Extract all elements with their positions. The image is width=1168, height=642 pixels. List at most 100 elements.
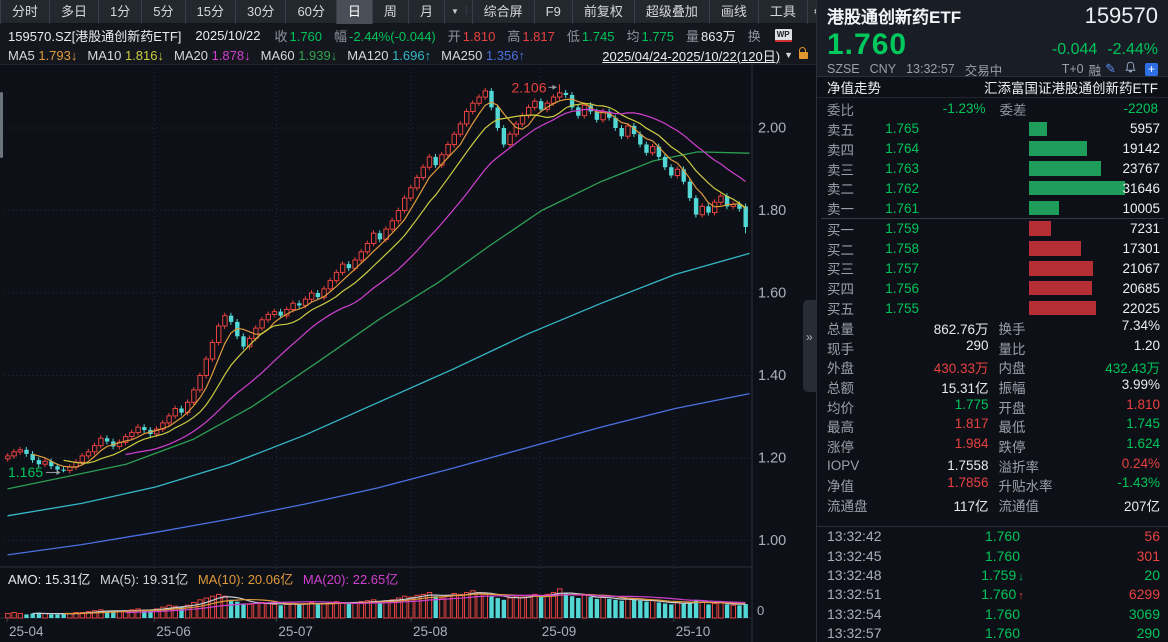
stats-row: 涨停 1.984 跌停 1.624 — [817, 436, 1168, 456]
iopv-row: 流通盘 117亿 流通值 207亿 — [817, 495, 1168, 515]
security-code: 159570 — [1084, 3, 1158, 28]
depth-price: 1.756 — [885, 280, 919, 296]
price-ma-lines — [32, 98, 746, 468]
depth-label: 买五 — [827, 302, 854, 318]
toolbar-button-工具[interactable]: 工具 — [759, 0, 808, 24]
depth-price: 1.765 — [885, 121, 919, 137]
amo-ma20-label: MA(20): 22.65亿 — [302, 572, 399, 587]
stat-value: 1.20 — [1133, 337, 1160, 353]
quote-field-幅: 幅 -2.44%(-0.044) — [334, 26, 436, 45]
period-tab-30分[interactable]: 30分 — [236, 0, 287, 24]
depth-qty: 21067 — [1122, 260, 1160, 276]
weibi-label: 委比 — [827, 102, 854, 118]
svg-text:25-06: 25-06 — [156, 624, 191, 639]
field-label: 低 — [566, 28, 580, 44]
period-tab-日[interactable]: 日 — [336, 0, 373, 24]
order-book-row-卖二[interactable]: 卖二 1.762 31646 — [817, 178, 1168, 198]
nav-fund-row: 净值走势 汇添富国证港股通创新药ETF — [817, 77, 1168, 98]
ma-label: MA60 — [260, 47, 299, 63]
depth-qty: 17301 — [1122, 241, 1160, 257]
period-dropdown-icon[interactable]: ▼ — [450, 7, 459, 16]
stat-label: 开盘 — [998, 400, 1026, 416]
period-tab-周[interactable]: 周 — [373, 0, 409, 24]
svg-text:1.60: 1.60 — [758, 286, 786, 302]
tick-row: 13:32:45 1.760 301 — [817, 546, 1168, 565]
stat-label: 涨停 — [827, 439, 854, 455]
tick-qty: 301 — [1136, 547, 1160, 564]
stat-value: 862.76万 — [933, 321, 989, 337]
stat-label: 溢折率 — [998, 459, 1040, 475]
candlestick-chart[interactable]: 2.00 1.80 1.60 1.40 1.20 1.00 25-04 25-06 25-07 2… — [0, 64, 816, 642]
period-tab-多日[interactable]: 多日 — [50, 0, 100, 24]
order-book-row-卖四[interactable]: 卖四 1.764 19142 — [817, 139, 1168, 159]
depth-price: 1.762 — [885, 180, 919, 196]
toolbar-button-F9[interactable]: F9 — [535, 0, 573, 24]
stat-value: 1.745 — [1126, 416, 1160, 432]
nav-tab-nav-trend[interactable]: 净值走势 — [827, 81, 881, 96]
range-caret-icon[interactable]: ▼ — [784, 50, 793, 60]
security-name: 港股通创新药ETF — [827, 8, 962, 27]
order-book-row-卖一[interactable]: 卖一 1.761 10005 — [817, 198, 1168, 218]
toolbar-button-前复权[interactable]: 前复权 — [573, 0, 635, 24]
wp-badge-icon[interactable]: WP — [774, 28, 792, 42]
stat-value: 15.31亿 — [941, 380, 989, 396]
tick-list[interactable]: 13:32:42 1.760 56 13:32:45 1.760 301 13:32:48 1… — [817, 525, 1168, 642]
stat-value: 430.33万 — [933, 361, 989, 377]
tick-price: 1.760 — [984, 528, 1021, 545]
depth-bar — [1029, 300, 1096, 316]
volume-legend-row: AMO: 15.31亿 MA(5): 19.31亿 MA(10): 20.06亿… — [8, 569, 404, 588]
svg-text:1.80: 1.80 — [758, 203, 786, 219]
toolbar-button-超级叠加[interactable]: 超级叠加 — [635, 0, 710, 24]
order-book-row-卖三[interactable]: 卖三 1.763 23767 — [817, 159, 1168, 179]
period-tab-月[interactable]: 月 — [409, 0, 445, 24]
stat-label: 量比 — [998, 341, 1026, 357]
alert-bell-icon[interactable] — [1124, 61, 1137, 77]
stat-label: 净值 — [827, 479, 854, 495]
period-tab-60分[interactable]: 60分 — [286, 0, 337, 24]
toolbar-button-画线[interactable]: 画线 — [710, 0, 759, 24]
lock-icon[interactable] — [799, 46, 808, 59]
stat-最低: 最低 1.745 — [999, 416, 1161, 436]
depth-qty: 19142 — [1122, 141, 1160, 157]
order-book-row-买四[interactable]: 买四 1.756 20685 — [817, 278, 1168, 298]
stat-value: 0.24% — [1121, 455, 1160, 471]
period-tab-1分[interactable]: 1分 — [99, 0, 143, 24]
iopv-row: IOPV 1.7558 溢折率 0.24% — [817, 456, 1168, 476]
depth-price: 1.764 — [885, 141, 919, 157]
order-book-row-卖五[interactable]: 卖五 1.765 5957 — [817, 119, 1168, 139]
period-tab-5分[interactable]: 5分 — [142, 0, 186, 24]
stat-涨停: 涨停 1.984 — [827, 436, 989, 456]
order-book-row-买一[interactable]: 买一 1.759 7231 — [817, 219, 1168, 239]
stat-内盘: 内盘 432.43万 — [999, 357, 1161, 377]
depth-label: 买四 — [827, 282, 854, 298]
stat-振幅: 振幅 3.99% — [999, 377, 1161, 397]
date-range-selector[interactable]: 2025/04/24-2025/10/22(120日) — [602, 48, 781, 64]
panel-collapse-tab[interactable]: » — [803, 300, 817, 392]
iopv-grid: IOPV 1.7558 溢折率 0.24% 净值 1.7856 升贴水率 -1.43% 流通盘 1… — [817, 456, 1168, 515]
weicha-value: -2208 — [1123, 101, 1158, 116]
stat-value: 1.624 — [1126, 435, 1160, 451]
amo-ma5-label: MA(5): 19.31亿 — [100, 572, 189, 587]
depth-label: 卖一 — [827, 202, 854, 218]
stat-溢折率: 溢折率 0.24% — [999, 456, 1161, 476]
stat-label: 升贴水率 — [998, 479, 1053, 495]
ma-value: 1.939↓ — [298, 47, 338, 63]
depth-price: 1.761 — [885, 200, 919, 216]
quote-field-高: 高 1.817 — [507, 26, 555, 45]
edit-icon[interactable]: ✎ — [1105, 61, 1116, 76]
toolbar-button-综合屏[interactable]: 综合屏 — [471, 0, 535, 24]
tick-price: 1.759 ↓ — [981, 567, 1024, 584]
field-value: 1.775 — [641, 28, 675, 44]
ma-legend-MA250: MA250 1.356↑ — [441, 48, 525, 63]
depth-qty: 23767 — [1122, 160, 1160, 176]
add-watchlist-icon[interactable]: + — [1145, 62, 1158, 76]
period-tab-15分[interactable]: 15分 — [186, 0, 236, 24]
order-book-row-买三[interactable]: 买三 1.757 21067 — [817, 259, 1168, 279]
order-book-row-买五[interactable]: 买五 1.755 22025 — [817, 298, 1168, 318]
svg-text:0: 0 — [757, 603, 764, 618]
quote-field-均: 均 1.775 — [626, 26, 674, 45]
field-label: 换 — [747, 28, 761, 44]
left-scroll-indicator[interactable] — [0, 92, 3, 158]
order-book-row-买二[interactable]: 买二 1.758 17301 — [817, 239, 1168, 259]
period-tab-分时[interactable]: 分时 — [0, 0, 51, 24]
